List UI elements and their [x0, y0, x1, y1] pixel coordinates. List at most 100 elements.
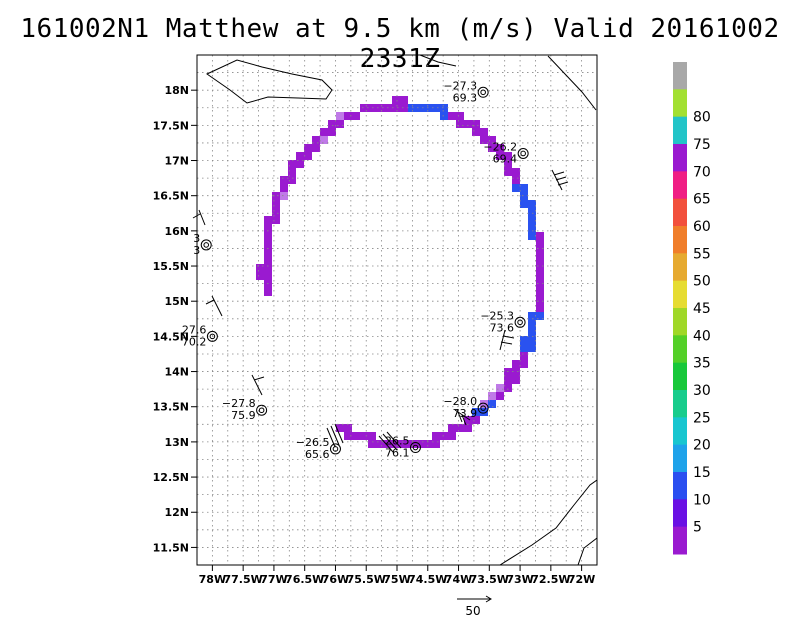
wind-cell — [448, 432, 456, 440]
wind-cell — [376, 440, 384, 448]
wind-cell — [288, 176, 296, 184]
wind-cell — [512, 368, 520, 376]
vector-scale-key: 50 — [457, 595, 492, 618]
wind-cell — [464, 120, 472, 128]
wind-cell — [264, 272, 272, 280]
wind-cell — [536, 248, 544, 256]
wind-barb — [499, 329, 515, 351]
sonde-value-label: 69.3 — [453, 91, 478, 104]
wind-cell — [360, 104, 368, 112]
wind-cell — [352, 112, 360, 120]
wind-cell — [264, 216, 272, 224]
lat-tick-label: 13N — [164, 436, 189, 449]
wind-cell — [536, 256, 544, 264]
wind-cell — [472, 128, 480, 136]
wind-cell — [400, 96, 408, 104]
wind-cell — [536, 264, 544, 272]
wind-cell — [488, 136, 496, 144]
wind-cell — [440, 112, 448, 120]
lon-tick-label: 75W — [383, 573, 410, 586]
colorbar-label: 25 — [693, 410, 711, 426]
colorbar-segment — [673, 226, 687, 254]
sonde-temp-label: −28.0 — [443, 395, 477, 408]
colorbar-label: 50 — [693, 274, 711, 290]
colorbar-segment — [673, 417, 687, 446]
lon-tick-label: 77W — [260, 573, 287, 586]
sonde-value-label: 3 — [193, 244, 200, 257]
wind-cell — [336, 112, 344, 120]
wind-cell — [328, 120, 336, 128]
wind-cell — [272, 208, 280, 216]
wind-cell — [256, 272, 264, 280]
wind-cell — [496, 144, 504, 152]
wind-cell — [496, 384, 504, 392]
wind-cell — [528, 344, 536, 352]
dropsonde: −26.565.6 — [296, 436, 341, 461]
lon-tick-label: 73.5W — [470, 573, 509, 586]
sonde-value-label: 70.2 — [182, 335, 207, 348]
wind-cell — [312, 144, 320, 152]
lat-tick-label: 18N — [164, 84, 189, 97]
coastlines — [206, 55, 597, 565]
wind-swath — [256, 96, 544, 448]
lon-tick-label: 76W — [322, 573, 349, 586]
wind-cell — [440, 104, 448, 112]
coastline-guajira — [577, 537, 597, 565]
dropsonde: −27.369.3 — [443, 79, 489, 104]
wind-cell — [344, 432, 352, 440]
wind-cell — [288, 160, 296, 168]
wind-cell — [336, 120, 344, 128]
wind-cell — [488, 144, 496, 152]
wind-cell — [272, 200, 280, 208]
wind-cell — [400, 104, 408, 112]
wind-cell — [520, 336, 528, 344]
wind-cell — [448, 112, 456, 120]
wind-cell — [288, 168, 296, 176]
colorbar-segment — [673, 198, 687, 227]
wind-cell — [320, 128, 328, 136]
wind-cell — [504, 384, 512, 392]
wind-cell — [336, 424, 344, 432]
lon-tick-label: 78W — [199, 573, 226, 586]
wind-cell — [256, 264, 264, 272]
colorbar-segment — [673, 89, 687, 118]
vector-scale-label: 50 — [465, 604, 480, 618]
axis-ticks: 11.5N 12N 12.5N 13N 13.5N 14N 14.5N 15N 15.5N 16N… — [153, 84, 596, 586]
wind-cell — [264, 248, 272, 256]
wind-cell — [512, 184, 520, 192]
colorbar-segment — [673, 335, 687, 364]
dropsonde: −26.269.4 — [483, 140, 529, 165]
wind-cell — [536, 304, 544, 312]
lon-tick-label: 73W — [506, 573, 533, 586]
wind-cell — [416, 104, 424, 112]
wind-cell — [504, 168, 512, 176]
sonde-value-label: 75.9 — [231, 409, 256, 422]
wind-cell — [328, 128, 336, 136]
wind-cell — [392, 104, 400, 112]
wind-barb — [326, 423, 344, 448]
wind-cell — [504, 376, 512, 384]
sonde-temp-label: −26.5 — [296, 436, 330, 449]
wind-barb — [251, 374, 265, 396]
dropsonde: 26.576.1 — [385, 435, 421, 460]
wind-cell — [272, 216, 280, 224]
lat-tick-label: 16N — [164, 225, 189, 238]
colorbar-label: 55 — [693, 246, 711, 262]
wind-cell — [480, 408, 488, 416]
wind-cell — [528, 200, 536, 208]
wind-cell — [528, 208, 536, 216]
wind-barb — [551, 169, 569, 191]
wind-cell — [376, 104, 384, 112]
colorbar-label: 70 — [693, 164, 711, 180]
dropsonde: 33 — [193, 232, 212, 257]
wind-cell — [344, 112, 352, 120]
colorbar-label: 20 — [693, 438, 711, 454]
wind-cell — [520, 352, 528, 360]
sonde-value-label: 73.9 — [453, 407, 478, 420]
wind-cell — [528, 216, 536, 224]
wind-cell — [432, 432, 440, 440]
wind-cell — [496, 392, 504, 400]
wind-cell — [264, 288, 272, 296]
wind-cell — [536, 280, 544, 288]
